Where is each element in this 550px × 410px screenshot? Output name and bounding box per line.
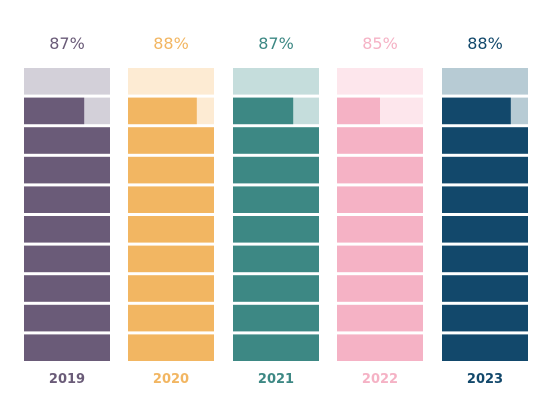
block-filled-2023 [442,304,528,332]
block-filled-2022 [337,334,423,361]
block-empty-2023 [442,68,528,95]
block-empty-2019 [24,68,110,95]
block-filled-2022 [337,304,423,332]
block-filled-2022 [337,127,423,154]
block-filled-2019 [24,127,110,154]
category-label-2023: 2023 [467,372,503,387]
block-filled-2019 [24,216,110,243]
block-filled-2023 [442,334,528,361]
block-filled-2022 [337,245,423,273]
block-empty-2021 [233,68,319,95]
block-partial-fill-2022 [337,97,380,125]
block-filled-2022 [337,216,423,243]
block-partial-fill-2019 [24,97,85,125]
value-label-2021: 87% [258,34,294,53]
block-filled-2020 [128,127,214,154]
block-empty-2020 [128,68,214,95]
block-filled-2023 [442,127,528,154]
block-filled-2021 [233,304,319,332]
block-filled-2022 [337,186,423,213]
column-2020 [128,68,214,361]
value-label-2023: 88% [467,34,503,53]
block-filled-2021 [233,216,319,243]
block-filled-2019 [24,275,110,302]
block-filled-2020 [128,304,214,332]
block-partial-fill-2023 [442,97,511,125]
block-filled-2021 [233,186,319,213]
category-label-2021: 2021 [258,372,294,387]
block-filled-2021 [233,156,319,184]
block-filled-2022 [337,275,423,302]
block-filled-2019 [24,304,110,332]
block-filled-2023 [442,186,528,213]
block-partial-fill-2020 [128,97,197,125]
column-2021 [233,68,319,361]
block-filled-2020 [128,275,214,302]
block-filled-2023 [442,156,528,184]
block-empty-2022 [337,68,423,95]
block-filled-2023 [442,275,528,302]
block-filled-2019 [24,334,110,361]
column-2023 [442,68,528,361]
block-filled-2020 [128,245,214,273]
block-filled-2019 [24,156,110,184]
category-label-2020: 2020 [153,372,189,387]
value-label-2020: 88% [153,34,189,53]
block-filled-2021 [233,245,319,273]
value-label-2019: 87% [49,34,85,53]
category-label-2022: 2022 [362,372,398,387]
block-partial-fill-2021 [233,97,294,125]
block-filled-2021 [233,127,319,154]
block-filled-2020 [128,156,214,184]
block-filled-2021 [233,275,319,302]
column-2022 [337,68,423,361]
block-filled-2019 [24,186,110,213]
value-label-2022: 85% [362,34,398,53]
category-label-2019: 2019 [49,372,85,387]
block-filled-2023 [442,245,528,273]
column-2019 [24,68,110,361]
block-filled-2021 [233,334,319,361]
block-filled-2020 [128,216,214,243]
block-filled-2023 [442,216,528,243]
block-filled-2020 [128,186,214,213]
block-filled-2022 [337,156,423,184]
block-filled-2020 [128,334,214,361]
block-filled-2019 [24,245,110,273]
